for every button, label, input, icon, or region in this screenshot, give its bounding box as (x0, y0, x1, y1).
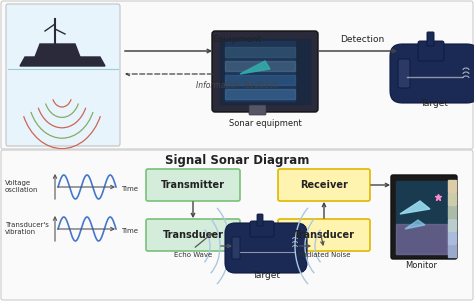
Text: Time: Time (121, 186, 138, 192)
FancyBboxPatch shape (418, 41, 444, 61)
Polygon shape (35, 44, 80, 57)
Text: Receiver: Receiver (300, 180, 348, 190)
FancyBboxPatch shape (212, 31, 318, 112)
FancyBboxPatch shape (278, 219, 370, 251)
Polygon shape (448, 206, 456, 218)
FancyBboxPatch shape (146, 169, 240, 201)
FancyBboxPatch shape (225, 223, 307, 273)
FancyBboxPatch shape (391, 175, 457, 259)
Text: Detection: Detection (340, 35, 384, 44)
Polygon shape (396, 181, 447, 254)
Text: Transducer's
vibration: Transducer's vibration (5, 222, 49, 235)
FancyBboxPatch shape (146, 219, 240, 251)
Text: Target: Target (252, 271, 280, 280)
FancyBboxPatch shape (257, 214, 263, 226)
Text: Echo Wave: Echo Wave (174, 252, 212, 258)
FancyBboxPatch shape (398, 59, 410, 88)
Polygon shape (448, 193, 456, 205)
FancyBboxPatch shape (6, 4, 120, 146)
FancyBboxPatch shape (427, 32, 434, 46)
Text: Transducer: Transducer (163, 230, 224, 240)
Polygon shape (225, 89, 295, 99)
Text: Radiated Noise: Radiated Noise (298, 252, 350, 258)
Polygon shape (225, 47, 295, 57)
Polygon shape (396, 224, 447, 254)
Polygon shape (225, 61, 295, 71)
Text: Transmitter: Transmitter (161, 180, 225, 190)
FancyBboxPatch shape (250, 221, 274, 237)
Polygon shape (405, 220, 425, 229)
FancyBboxPatch shape (278, 169, 370, 201)
Polygon shape (220, 39, 310, 104)
Text: Voltage
oscilation: Voltage oscilation (5, 181, 38, 194)
Text: Transducer: Transducer (293, 230, 355, 240)
Text: Signal Sonar Diagram: Signal Sonar Diagram (165, 154, 309, 167)
Polygon shape (225, 75, 295, 85)
Polygon shape (448, 232, 456, 244)
Polygon shape (225, 41, 295, 101)
FancyBboxPatch shape (1, 150, 473, 300)
Polygon shape (400, 201, 430, 214)
FancyBboxPatch shape (232, 237, 240, 259)
Text: Monitor: Monitor (405, 261, 437, 270)
Polygon shape (20, 57, 105, 66)
Text: Time: Time (121, 228, 138, 234)
FancyBboxPatch shape (1, 1, 473, 149)
FancyBboxPatch shape (249, 105, 266, 115)
Text: Information feedback: Information feedback (196, 81, 278, 90)
FancyBboxPatch shape (390, 44, 474, 103)
Text: Sonar equipment: Sonar equipment (228, 119, 301, 128)
Text: Target: Target (420, 99, 448, 108)
Polygon shape (448, 245, 456, 257)
Polygon shape (448, 219, 456, 231)
Polygon shape (448, 180, 456, 192)
Polygon shape (240, 61, 270, 74)
Text: Equipment: Equipment (212, 35, 262, 44)
